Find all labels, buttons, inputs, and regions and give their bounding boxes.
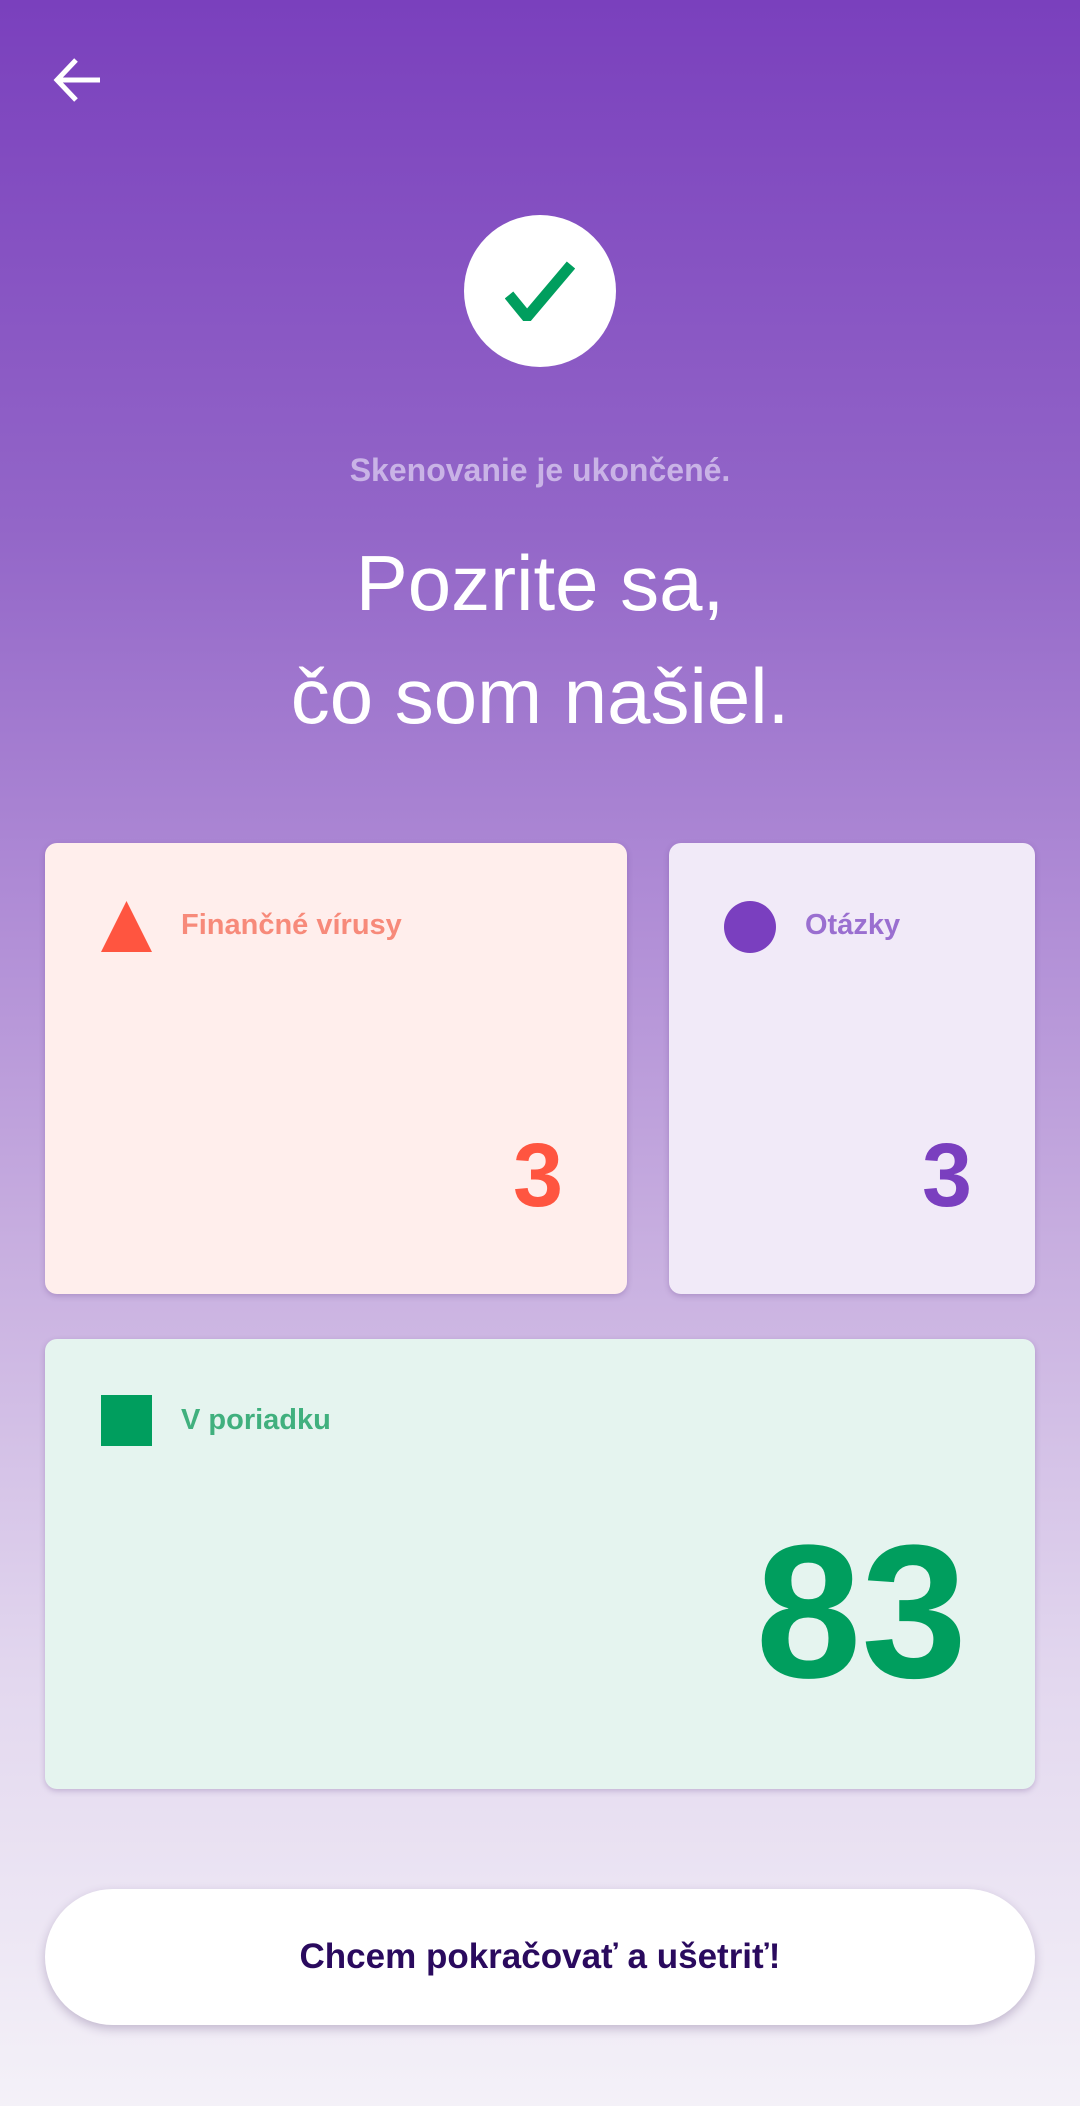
arrow-left-icon <box>53 58 100 102</box>
success-badge <box>464 215 616 367</box>
page-title-line2: čo som našiel. <box>290 652 790 740</box>
card-questions[interactable]: Otázky 3 <box>669 843 1035 1294</box>
card-count: 3 <box>921 1126 972 1226</box>
card-count: 3 <box>512 1126 563 1226</box>
continue-button[interactable]: Chcem pokračovať a ušetriť! <box>45 1889 1035 2025</box>
card-financial-viruses[interactable]: Finančné vírusy 3 <box>45 843 627 1294</box>
card-label: V poriadku <box>181 1404 331 1436</box>
triangle-icon <box>101 901 152 952</box>
card-label: Finančné vírusy <box>181 909 402 941</box>
card-ok[interactable]: V poriadku 83 <box>45 1339 1035 1789</box>
card-count: 83 <box>755 1506 967 1718</box>
card-label: Otázky <box>805 909 901 941</box>
page-title-line1: Pozrite sa, <box>355 539 725 627</box>
circle-icon <box>724 901 776 953</box>
back-button[interactable] <box>50 54 106 106</box>
square-icon <box>101 1395 152 1446</box>
scan-complete-text: Skenovanie je ukončené. <box>349 452 731 488</box>
check-icon <box>505 261 575 321</box>
